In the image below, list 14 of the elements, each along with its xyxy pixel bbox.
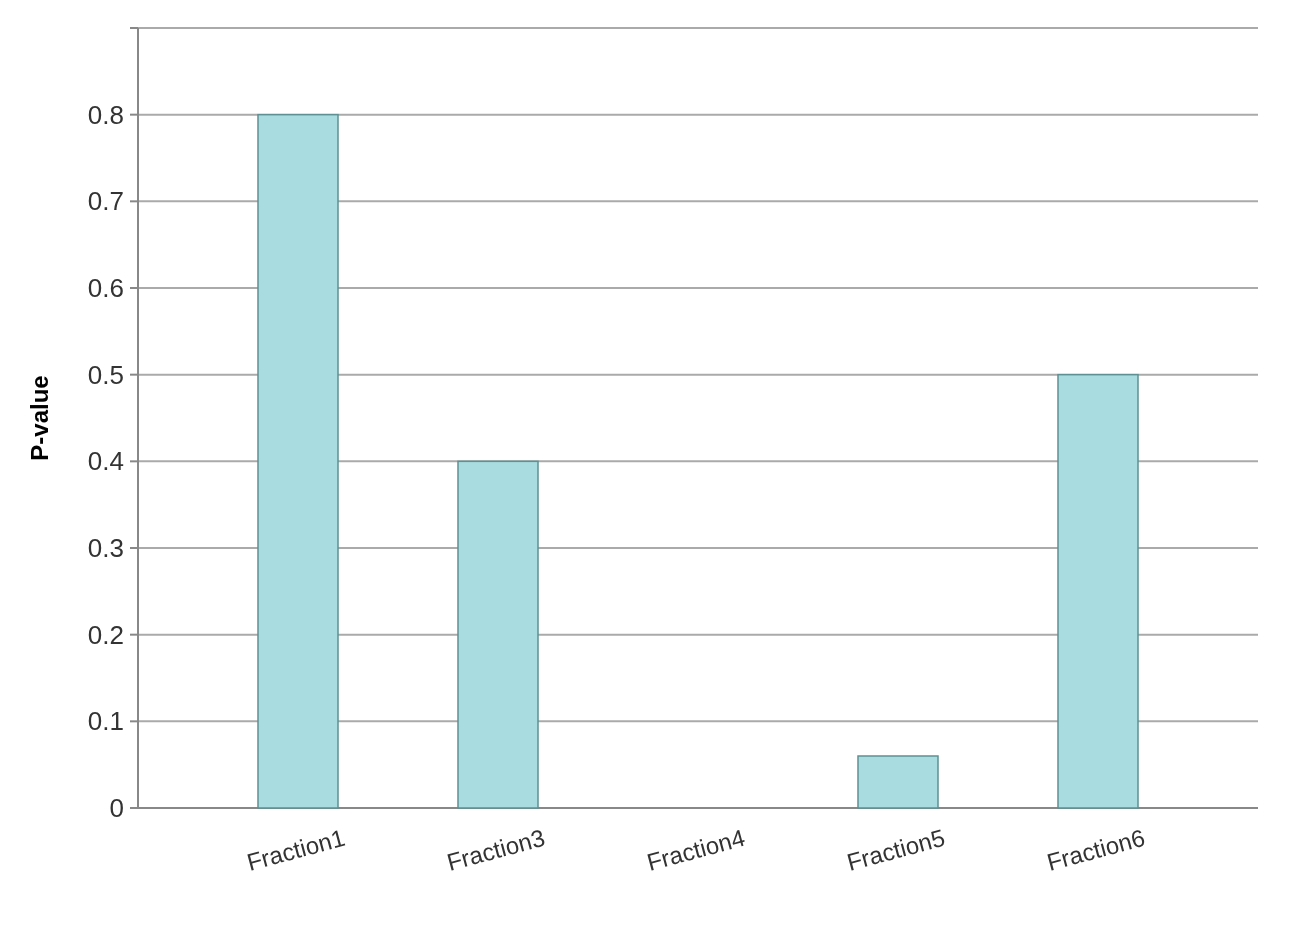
y-tick-label: 0.3 — [87, 533, 124, 564]
y-tick-label: 0.6 — [87, 273, 124, 304]
y-tick-label: 0.4 — [87, 446, 124, 477]
bar — [257, 113, 339, 809]
y-tick-label: 0.7 — [87, 186, 124, 217]
y-axis-title: P-value — [26, 375, 53, 461]
bar — [857, 755, 939, 809]
y-tick-label: 0.8 — [87, 99, 124, 130]
bar — [457, 460, 539, 809]
bar — [1057, 373, 1139, 809]
y-tick-label: 0.1 — [87, 706, 124, 737]
y-tick-label: 0.2 — [87, 619, 124, 650]
y-tick-label: 0.5 — [87, 359, 124, 390]
y-tick-label: 0 — [109, 793, 124, 824]
